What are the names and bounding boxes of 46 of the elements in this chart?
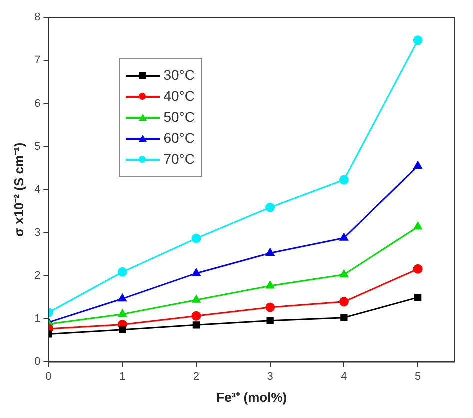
y-tick-label: 2 [34, 270, 41, 282]
point [413, 264, 423, 274]
y-tick-label: 4 [34, 184, 41, 196]
x-tick-label: 0 [46, 370, 52, 383]
point [192, 268, 201, 276]
point [266, 202, 276, 212]
point [413, 36, 423, 46]
x-axis-title: Fe³⁺ (mol%) [216, 390, 288, 405]
x-tick-label: 5 [415, 370, 422, 383]
x-tick-label: 1 [120, 370, 126, 383]
point [340, 233, 348, 241]
legend-label: 50°C [164, 109, 195, 126]
legend-label: 30°C [164, 67, 195, 84]
point [340, 314, 348, 322]
legend-label: 60°C [164, 130, 195, 146]
point [192, 322, 200, 329]
point [414, 161, 422, 169]
legend-label: 70°C [164, 151, 195, 168]
x-tick-label: 2 [193, 370, 200, 383]
point [266, 302, 276, 312]
point [266, 281, 275, 289]
point [414, 294, 422, 302]
point [192, 295, 201, 303]
point [339, 175, 349, 185]
x-tick-label: 4 [341, 370, 348, 383]
point [118, 267, 128, 277]
y-tick-label: 1 [34, 313, 41, 326]
point [339, 297, 349, 307]
y-tick-label: 5 [34, 140, 41, 153]
y-axis-title: σ x10⁻² (S cm⁻¹) [11, 142, 26, 237]
point [192, 234, 202, 244]
point [340, 270, 348, 278]
point [414, 222, 422, 230]
point [118, 310, 127, 318]
x-tick-label: 3 [267, 370, 274, 383]
y-tick-label: 0 [34, 356, 41, 368]
y-tick-label: 6 [34, 98, 41, 110]
y-tick-label: 3 [34, 227, 41, 240]
legend-label: 40°C [164, 88, 195, 104]
y-tick-label: 8 [34, 12, 41, 24]
y-tick-label: 7 [34, 54, 41, 67]
point [118, 294, 127, 302]
point [119, 326, 126, 334]
point [266, 317, 274, 324]
point [192, 311, 202, 321]
point [266, 248, 275, 256]
